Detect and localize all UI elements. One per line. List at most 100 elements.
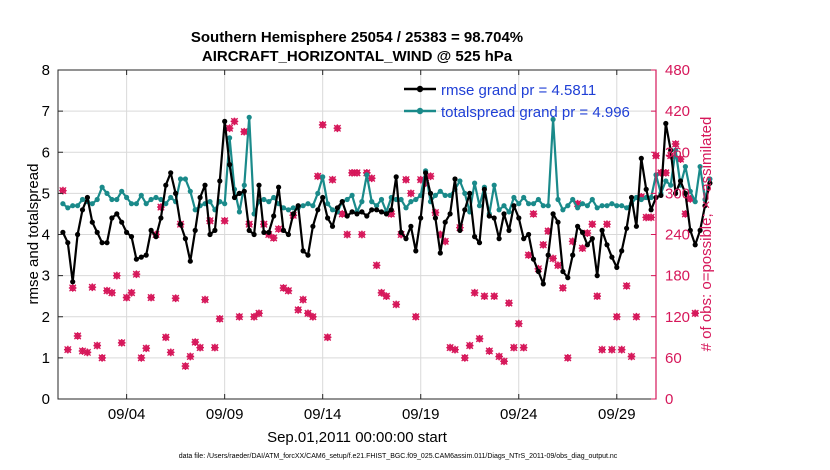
totalspread-point (187, 188, 193, 194)
obs-assimilated-marker (470, 288, 479, 297)
totalspread-point (692, 199, 698, 205)
totalspread-point (192, 207, 198, 213)
rmse-series (60, 118, 713, 287)
rmse-point (251, 231, 257, 238)
obs-assimilated-marker (529, 210, 538, 218)
rmse-point (677, 178, 684, 184)
rmse-point (295, 203, 301, 209)
legend-rmse-marker (416, 85, 424, 93)
obs-assimilated-marker (500, 357, 508, 366)
rmse-point (697, 227, 703, 233)
rmse-point (329, 223, 336, 229)
obs-assimilated-marker (549, 254, 557, 263)
obs-assimilated-marker (103, 286, 111, 295)
rmse-point (467, 190, 473, 196)
rmse-point (290, 211, 296, 217)
legend: rmse grand pr = 4.5811 totalspread grand… (404, 82, 630, 121)
rmse-point (624, 225, 630, 231)
obs-assimilated-marker (323, 333, 332, 342)
rmse-point (369, 207, 375, 213)
obs-assimilated-marker (676, 155, 685, 163)
totalspread-point (109, 196, 115, 203)
rmse-point (133, 256, 139, 262)
left-y-axis-ticks: 0 1 2 3 4 5 6 7 8 (42, 62, 63, 408)
rmse-point (65, 240, 71, 246)
x-tick-label: 09/29 (598, 406, 636, 423)
rmse-point (315, 207, 321, 213)
obs-assimilated-marker (407, 189, 415, 198)
totalspread-point (246, 114, 252, 120)
totalspread-point (604, 203, 610, 209)
obs-assimilated-marker (588, 220, 597, 229)
obs-assimilated-marker (201, 295, 209, 304)
totalspread-point (325, 201, 331, 207)
rmse-point (682, 190, 689, 196)
totalspread-point (560, 207, 566, 213)
rmse-point (109, 215, 115, 221)
rmse-point (408, 223, 414, 229)
obs-assimilated-marker (583, 229, 592, 237)
rmse-point (231, 194, 238, 201)
obs-assimilated-marker (112, 271, 121, 280)
obs-assimilated-marker (451, 345, 459, 354)
obs-assimilated-marker (622, 282, 631, 290)
obs-assimilated-marker (304, 309, 312, 318)
rmse-point (403, 236, 409, 242)
totalspread-point (599, 203, 605, 209)
rmse-point (60, 229, 66, 235)
totalspread-point (707, 176, 713, 182)
rmse-point (207, 231, 213, 238)
rmse-point (364, 213, 370, 219)
rmse-point (658, 192, 664, 198)
rmse-point (84, 194, 90, 201)
obs-assimilated-marker (181, 362, 190, 370)
chart-title-line-2: AIRCRAFT_HORIZONTAL_WIND @ 525 hPa (202, 48, 513, 65)
obs-assimilated-marker (559, 284, 567, 292)
totalspread-point (177, 176, 184, 182)
x-tick-label: 09/09 (206, 406, 244, 423)
totalspread-point (614, 203, 620, 209)
right-y-tick-label: 120 (665, 309, 690, 326)
obs-assimilated-marker (524, 251, 533, 259)
obs-assimilated-marker (348, 168, 356, 177)
totalspread-point (168, 194, 174, 201)
rmse-point (285, 231, 291, 238)
obs-assimilated-marker (539, 240, 548, 249)
obs-assimilated-marker (294, 306, 303, 314)
obs-assimilated-marker (358, 230, 366, 239)
totalspread-point (521, 194, 527, 201)
obs-assimilated-marker (578, 244, 587, 253)
totalspread-point (158, 196, 164, 203)
rmse-point (148, 227, 154, 233)
totalspread-point (545, 203, 551, 209)
totalspread-point (222, 201, 228, 207)
rmse-point (398, 229, 404, 235)
rmse-point (320, 194, 326, 201)
obs-assimilated-marker (661, 168, 670, 177)
obs-assimilated-marker (568, 237, 577, 246)
totalspread-point (124, 194, 130, 201)
rmse-point (589, 236, 595, 242)
totalspread-point (305, 201, 311, 207)
rmse-point (663, 120, 669, 127)
obs-assimilated-marker (299, 295, 307, 304)
totalspread-point (511, 194, 517, 201)
totalspread-point (472, 180, 478, 186)
rmse-point (383, 211, 389, 217)
obs-assimilated-marker (480, 292, 489, 301)
left-y-tick-label: 5 (42, 185, 50, 202)
totalspread-point (241, 182, 247, 188)
rmse-point (496, 236, 502, 242)
rmse-point (614, 264, 620, 270)
obs-assimilated-marker (338, 210, 347, 218)
totalspread-point (540, 203, 546, 209)
obs-assimilated-marker (416, 175, 425, 184)
grid (58, 70, 656, 399)
obs-assimilated-marker (235, 312, 244, 321)
rmse-point (246, 227, 252, 233)
right-y-tick-label: 420 (665, 103, 690, 120)
rmse-point (560, 268, 566, 275)
legend-spread-label: totalspread grand pr = 4.996 (441, 104, 630, 121)
rmse-point (570, 252, 576, 258)
rmse-point (594, 273, 600, 279)
